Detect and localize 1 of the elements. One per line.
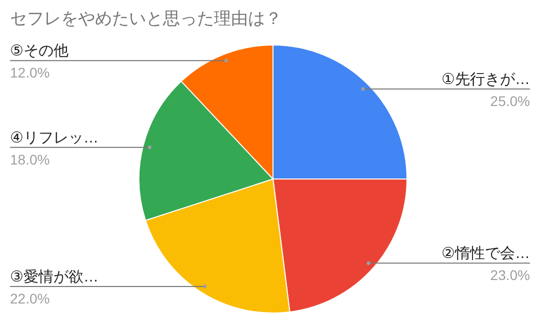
title: セフレをやめたいと思った理由は？ [10,9,282,28]
